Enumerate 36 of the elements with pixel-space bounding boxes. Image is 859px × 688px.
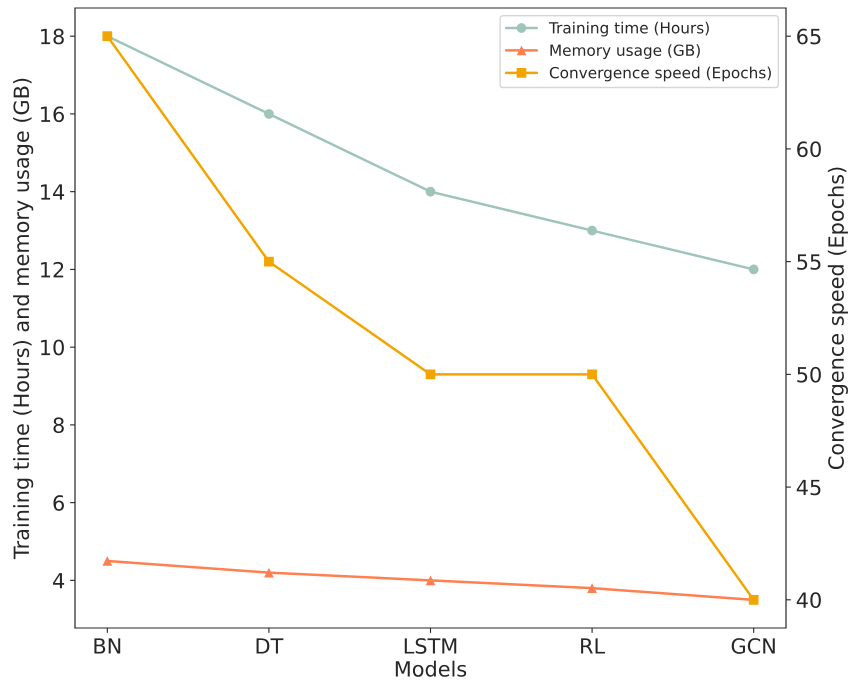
point <box>426 370 436 380</box>
y-tick-label: 18 <box>41 28 64 44</box>
point <box>102 556 112 566</box>
x-tick-label: LSTM <box>404 638 456 654</box>
y-tick-label: 6 <box>53 495 64 511</box>
y-tick-label: 16 <box>41 106 64 122</box>
point <box>264 568 274 578</box>
y2-tick-label: 40 <box>796 592 821 608</box>
y2-tick-label: 50 <box>797 366 821 383</box>
y2-tick-label: 60 <box>797 141 821 158</box>
point <box>748 264 759 274</box>
x-tick-label: BN <box>94 638 120 654</box>
y-tick-label: 10 <box>41 340 64 356</box>
y2-axis-title: Convergence speed (Epochs) <box>828 168 848 470</box>
legend-label: Memory usage (GB) <box>550 44 700 59</box>
y-tick-label: 4 <box>53 573 64 588</box>
x-tick-label: DT <box>256 638 284 654</box>
y-tick-label: 14 <box>41 184 64 200</box>
point <box>587 226 597 236</box>
y2-tick-label: 55 <box>797 254 820 270</box>
point <box>426 186 436 197</box>
y-axis-title: Training time (Hours) and memory usage (GB) <box>13 78 34 560</box>
y2-tick-label: 65 <box>797 28 820 44</box>
legend-label: Convergence speed (Epochs) <box>550 66 771 82</box>
point <box>264 256 274 266</box>
x-tick-label: RL <box>581 638 606 654</box>
point <box>587 370 597 380</box>
x-tick-label: GCN <box>732 638 775 654</box>
legend-label: Training time (Hours) <box>548 22 709 37</box>
point <box>587 583 597 594</box>
y-tick-label: 12 <box>41 262 64 278</box>
y-tick-label: 8 <box>53 417 64 434</box>
point <box>264 109 274 119</box>
x-axis-title: Models <box>396 660 466 677</box>
point <box>426 576 436 586</box>
y2-tick-label: 45 <box>796 480 820 496</box>
